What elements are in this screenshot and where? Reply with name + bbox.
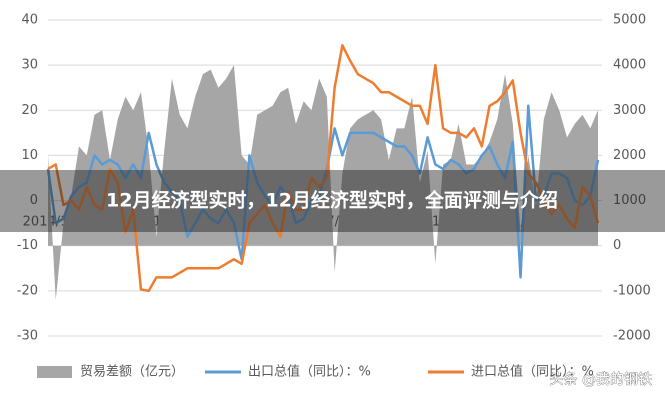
y-tick-label: 20 xyxy=(21,103,38,118)
y-tick-label: 40 xyxy=(21,13,38,28)
y2-tick-label: 1000 xyxy=(613,193,646,208)
legend-label: 进口总值（同比）：% xyxy=(471,364,594,380)
y2-tick-label: 0 xyxy=(613,238,621,253)
y-tick-label: -10 xyxy=(17,238,38,253)
legend-label: 贸易差额（亿元） xyxy=(80,365,184,380)
y-tick-label: -30 xyxy=(17,329,38,344)
y2-tick-label: 3000 xyxy=(613,103,646,118)
y2-tick-label: 5000 xyxy=(613,13,646,28)
y-tick-label: 10 xyxy=(21,148,38,163)
y2-tick-label: 4000 xyxy=(613,58,646,73)
line xyxy=(47,44,600,293)
title-banner xyxy=(0,170,665,232)
legend-label: 出口总值（同比）：% xyxy=(248,364,371,380)
watermark: 头条 @我的钢铁 xyxy=(550,371,652,388)
y-tick-label: -20 xyxy=(17,283,38,298)
chart-title: 12月经济型实时，12月经济型实时，全面评测与介绍 xyxy=(106,189,558,212)
y2-tick-label: 2000 xyxy=(613,148,646,163)
y-tick-label: 0 xyxy=(30,193,38,208)
y2-tick-label: -2000 xyxy=(613,329,651,344)
plot-area: -30 -20 -10 0 10 20 30 40 -2000 -1000 0 1000 2000 300… xyxy=(17,13,651,344)
y2-tick-label: -1000 xyxy=(613,283,651,298)
y-tick-label: 30 xyxy=(21,58,38,73)
legend-swatch xyxy=(37,366,72,378)
